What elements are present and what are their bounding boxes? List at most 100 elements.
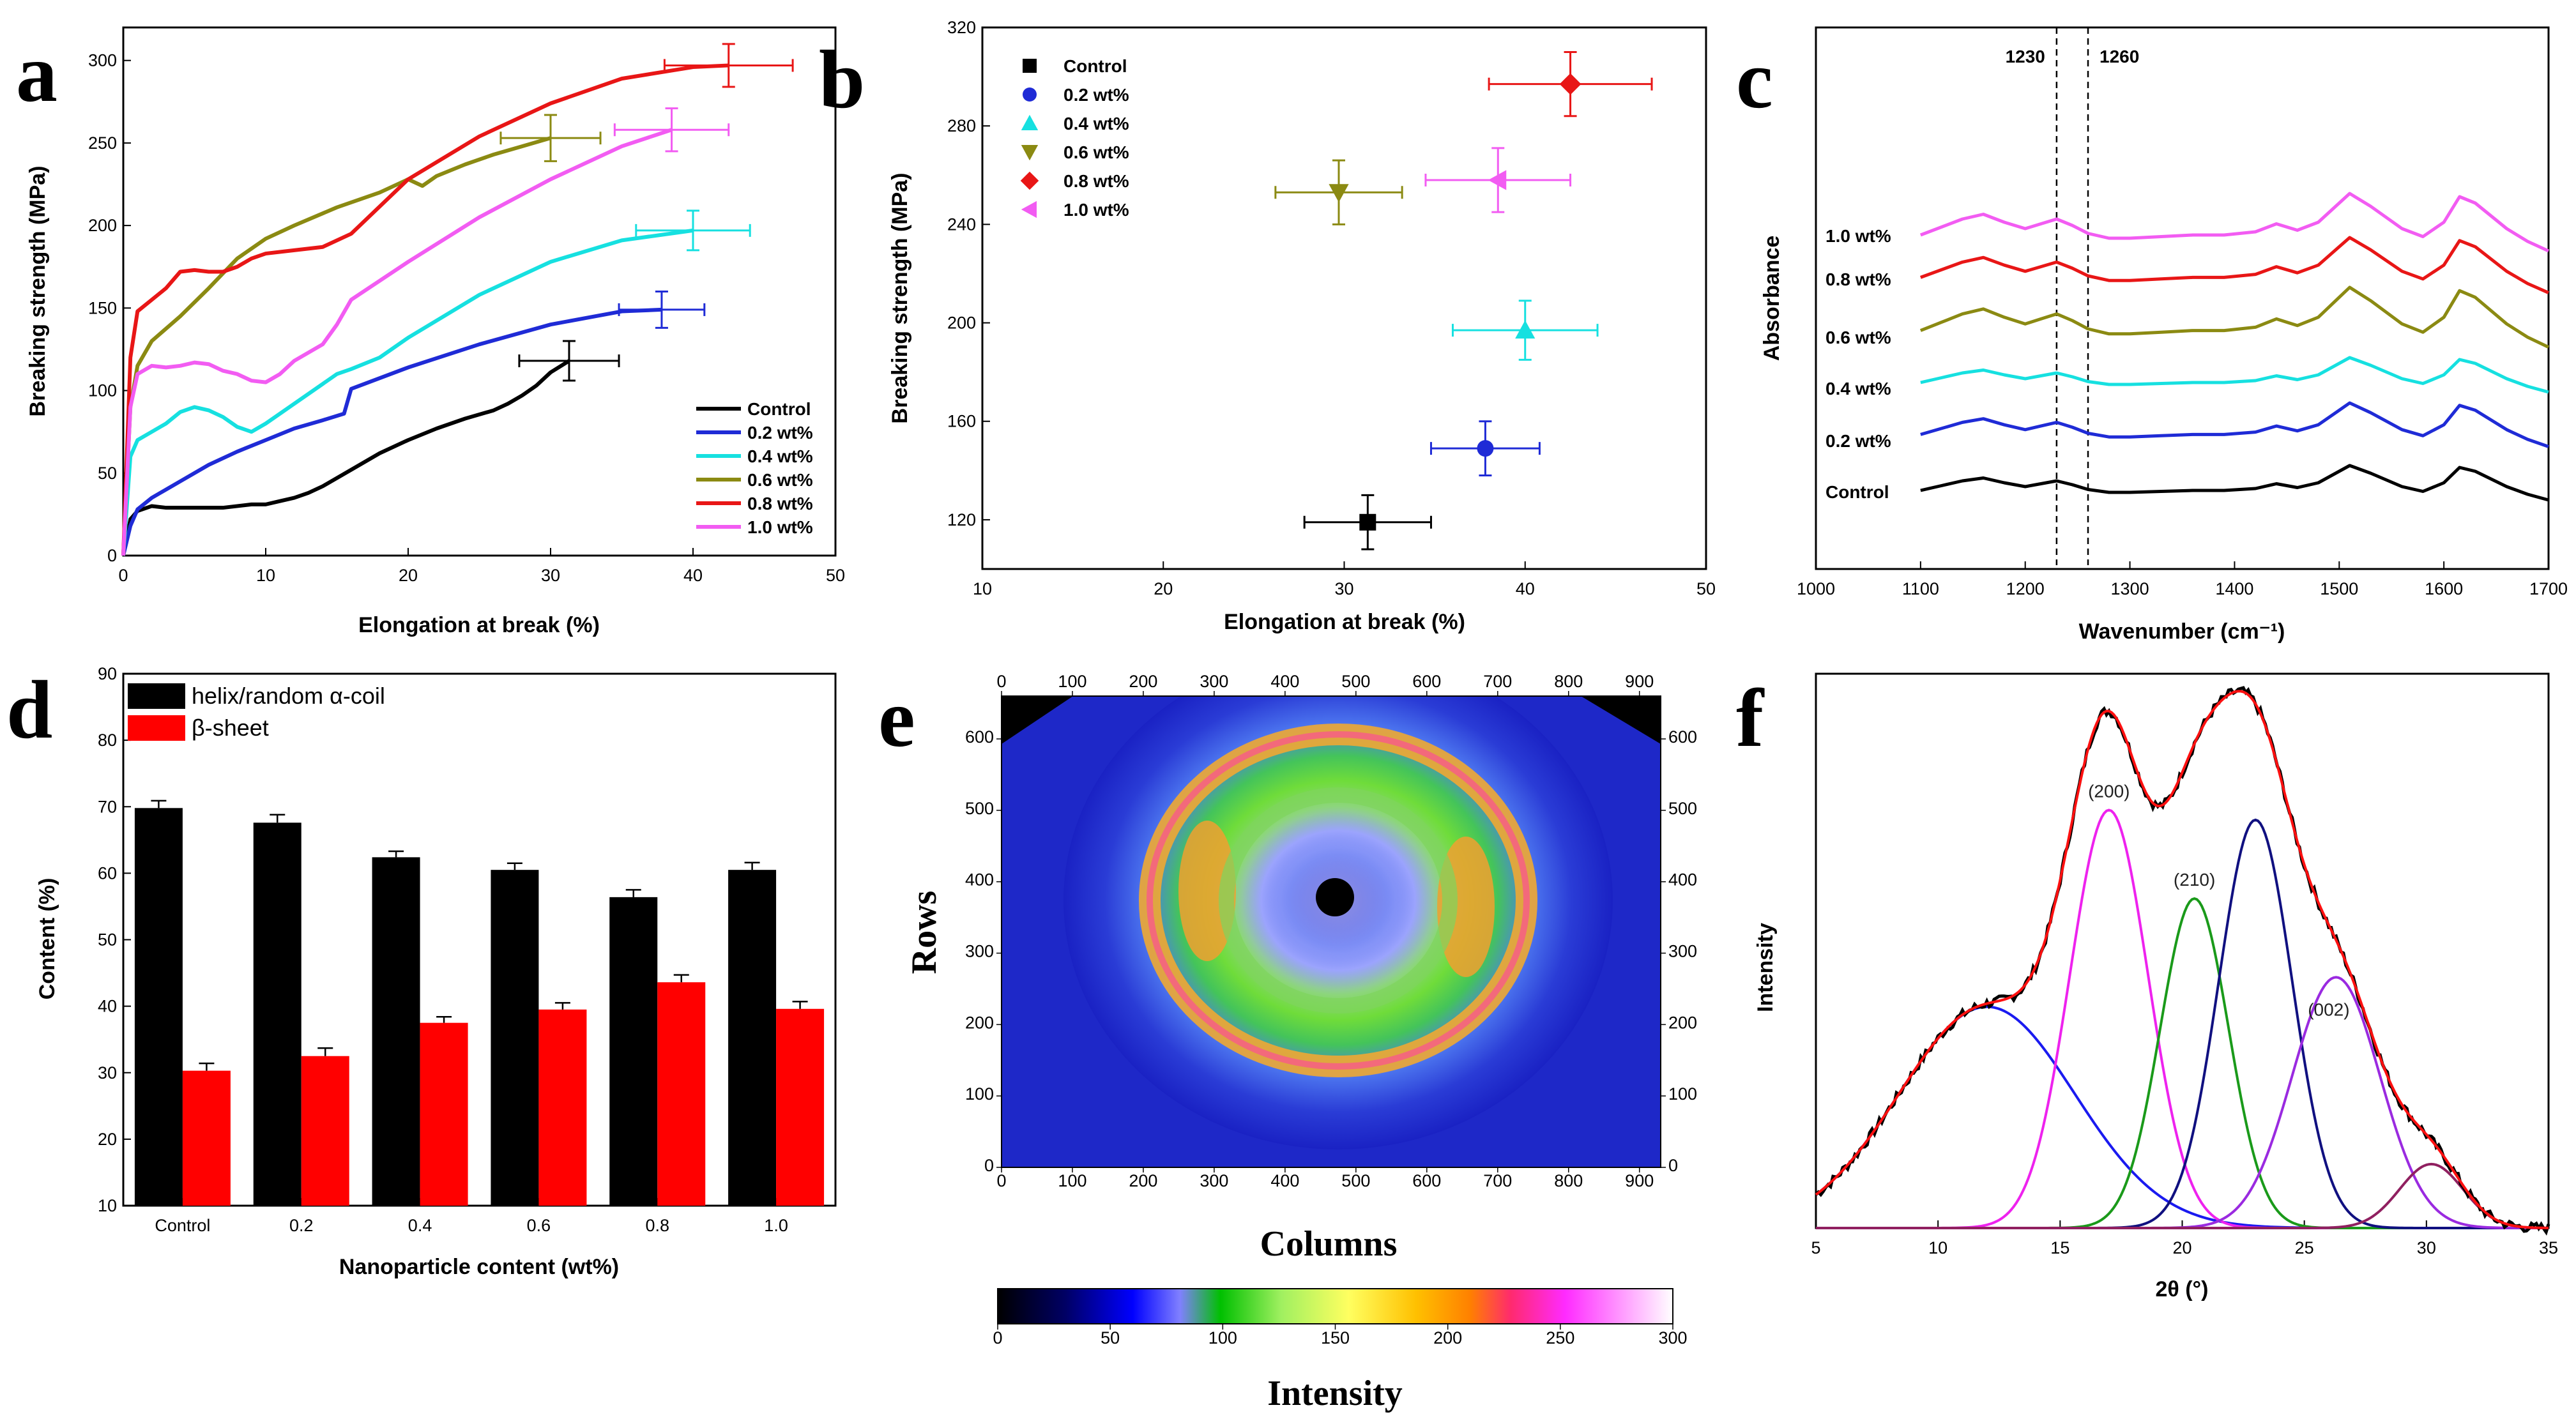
- chart-c-spectrum-3: [1919, 285, 2550, 349]
- chart-f-peak-4: [1816, 976, 2549, 1229]
- chart-a-xtick-label: 40: [683, 566, 703, 585]
- chart-b-legend-label-2: 0.4 wt%: [1063, 114, 1129, 133]
- chart-a-ytick-label: 200: [88, 216, 117, 235]
- diffraction-image: [1002, 696, 1661, 1167]
- chart-a-ytick-label: 150: [88, 298, 117, 317]
- chart-c-xtick-label: 1700: [2529, 579, 2568, 598]
- chart-d-legend-label-1: β-sheet: [192, 715, 269, 741]
- chart-c-ylabel: Absorbance: [1760, 236, 1784, 361]
- chart-f-xtick-label: 35: [2539, 1238, 2558, 1257]
- chart-d-legend: helix/random α-coil β-sheet: [128, 683, 385, 741]
- chart-a-legend-label-3: 0.6 wt%: [747, 470, 813, 490]
- colorbar-tick-label-3: 150: [1321, 1328, 1350, 1347]
- chart-e-xtick-label-bottom-7: 700: [1483, 1171, 1512, 1190]
- chart-c-series-label-3: 0.6 wt%: [1825, 328, 1891, 347]
- chart-d-ytick-label: 30: [98, 1063, 117, 1082]
- chart-d-ytick-label: 40: [98, 997, 117, 1016]
- chart-e-xtick-label-top-0: 0: [996, 672, 1006, 691]
- chart-a-xtick-label: 0: [118, 566, 128, 585]
- chart-d-ytick-label: 20: [98, 1130, 117, 1149]
- chart-b-ylabel: Breaking strength (MPa): [888, 173, 912, 424]
- chart-a-legend-label-2: 0.4 wt%: [747, 446, 813, 466]
- chart-e: 0010010020020030030040040050050060060070…: [904, 672, 1697, 1413]
- chart-a-ytick-label: 250: [88, 133, 117, 153]
- chart-e-xtick-label-top-1: 100: [1058, 672, 1086, 691]
- chart-a-xtick-label: 50: [826, 566, 845, 585]
- chart-c-series-label-0: Control: [1825, 482, 1889, 502]
- chart-b-xlabel: Elongation at break (%): [1224, 610, 1465, 634]
- chart-e-ytick-label-left-0: 0: [984, 1156, 994, 1175]
- chart-e-xtick-label-bottom-2: 200: [1129, 1171, 1157, 1190]
- chart-c-spectrum-0: [1920, 464, 2549, 502]
- chart-d-xtick-label-4: 0.8: [645, 1216, 669, 1235]
- chart-c-xtick-label: 1000: [1797, 579, 1835, 598]
- chart-e-xtick-label-top-8: 800: [1554, 672, 1583, 691]
- chart-a-line-2: [121, 228, 694, 556]
- chart-e-xtick-label-bottom-4: 400: [1270, 1171, 1299, 1190]
- colorbar-label: Intensity: [1267, 1374, 1403, 1413]
- chart-c-spectrum-4: [1919, 236, 2550, 294]
- chart-a-line-1: [121, 307, 662, 556]
- chart-d-bar-1-1: [301, 1056, 349, 1206]
- chart-b-legend-label-3: 0.6 wt%: [1063, 142, 1129, 162]
- chart-f-fit: [1815, 690, 2549, 1229]
- chart-e-ytick-label-left-2: 200: [965, 1013, 994, 1032]
- chart-e-frame: [1001, 695, 1661, 1168]
- chart-a-line-4: [121, 63, 729, 556]
- chart-e-xtick-label-top-9: 900: [1625, 672, 1654, 691]
- chart-d-ytick-label: 10: [98, 1196, 117, 1215]
- chart-c-series-label-4: 0.8 wt%: [1825, 269, 1891, 289]
- chart-d-xtick-label-2: 0.4: [408, 1216, 432, 1235]
- chart-b-legend-marker-0: [1023, 59, 1037, 73]
- chart-f-peak-label-0: (200): [2088, 782, 2130, 801]
- chart-f-xtick-label: 20: [2172, 1238, 2191, 1257]
- chart-b-xtick-label: 50: [1696, 579, 1716, 598]
- chart-d-bar-1-2: [420, 1022, 468, 1206]
- colorbar: [997, 1288, 1673, 1324]
- chart-d-bar-0-3: [491, 870, 539, 1206]
- chart-d-bar-0-1: [253, 823, 301, 1206]
- chart-f-peak-label-2: (002): [2308, 999, 2349, 1019]
- chart-b-legend-label-1: 0.2 wt%: [1063, 85, 1129, 105]
- chart-b-legend-marker-5: [1021, 201, 1037, 218]
- chart-e-ytick-label-right-1: 100: [1668, 1084, 1697, 1104]
- colorbar-tick-label-1: 50: [1101, 1328, 1120, 1347]
- chart-b-xtick-label: 30: [1334, 579, 1353, 598]
- chart-d-ytick-label: 70: [98, 797, 117, 816]
- chart-b-ytick-label: 280: [947, 116, 976, 135]
- chart-a-legend: Control 0.2 wt% 0.4 wt% 0.6 wt% 0.8 wt% 1.0 w…: [696, 399, 813, 537]
- chart-d-bar-0-5: [728, 870, 777, 1206]
- chart-b-point-0: [1359, 513, 1376, 531]
- chart-c-xtick-label: 1400: [2215, 579, 2253, 598]
- chart-c-series-label-1: 0.2 wt%: [1825, 431, 1891, 451]
- chart-d-legend-swatch-0: [128, 683, 185, 709]
- chart-c-spectrum-1: [1920, 401, 2549, 448]
- chart-f-xtick-label: 25: [2295, 1238, 2314, 1257]
- chart-c-xtick-label: 1200: [2006, 579, 2045, 598]
- chart-c-spectrum-5: [1919, 192, 2550, 253]
- chart-a-line-0: [121, 359, 570, 556]
- chart-b-legend-label-4: 0.8 wt%: [1063, 171, 1129, 191]
- chart-f-measured: [1815, 686, 2550, 1236]
- chart-e-ytick-label-right-3: 300: [1668, 942, 1697, 961]
- chart-d-bar-1-4: [657, 982, 706, 1206]
- chart-d-bar-1-0: [182, 1070, 231, 1206]
- chart-b-point-2: [1515, 320, 1536, 339]
- chart-f-peak-5: [1816, 1162, 2549, 1229]
- chart-a-legend-label-4: 0.8 wt%: [747, 494, 813, 513]
- panel-label-e: e: [878, 672, 915, 764]
- panel-label-f: f: [1736, 672, 1765, 764]
- chart-a-ytick-label: 100: [88, 381, 117, 400]
- chart-d-bar-1-5: [776, 1008, 825, 1206]
- chart-e-xtick-label-bottom-0: 0: [996, 1171, 1006, 1190]
- chart-f-ylabel: Intensity: [1753, 923, 1778, 1012]
- chart-a-legend-label-0: Control: [747, 399, 811, 419]
- chart-b-frame: [981, 26, 1707, 570]
- chart-e-ytick-label-left-1: 100: [965, 1084, 994, 1104]
- panel-label-d: d: [6, 664, 52, 756]
- chart-e-ytick-label-left-6: 600: [965, 727, 994, 747]
- chart-e-xtick-label-bottom-9: 900: [1625, 1171, 1654, 1190]
- chart-e-xtick-label-bottom-6: 600: [1412, 1171, 1441, 1190]
- chart-f-peak-label-1: (210): [2174, 870, 2215, 890]
- chart-b-legend-label-0: Control: [1063, 56, 1127, 76]
